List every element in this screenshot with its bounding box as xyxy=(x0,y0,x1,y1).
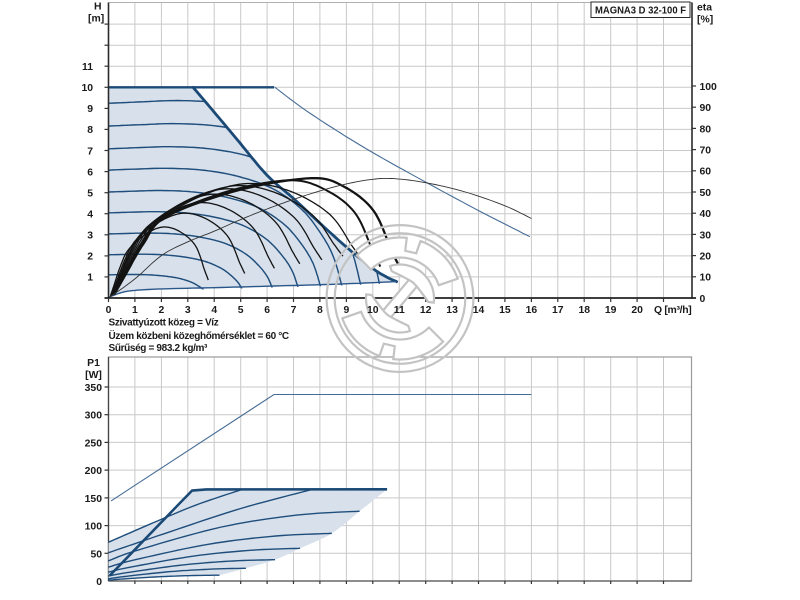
svg-text:[W]: [W] xyxy=(85,370,102,381)
svg-text:[%]: [%] xyxy=(697,15,713,26)
svg-text:8: 8 xyxy=(317,305,323,316)
svg-text:19: 19 xyxy=(605,305,617,316)
svg-text:4: 4 xyxy=(211,305,217,316)
svg-text:18: 18 xyxy=(578,305,590,316)
svg-text:13: 13 xyxy=(446,305,458,316)
svg-text:100: 100 xyxy=(85,522,103,533)
svg-text:15: 15 xyxy=(499,305,511,316)
svg-text:7: 7 xyxy=(87,146,93,157)
svg-text:6: 6 xyxy=(264,305,270,316)
svg-text:11: 11 xyxy=(82,62,93,73)
svg-text:[m]: [m] xyxy=(88,14,104,25)
svg-text:2: 2 xyxy=(158,305,164,316)
svg-text:7: 7 xyxy=(291,305,297,316)
svg-text:60: 60 xyxy=(700,167,712,178)
svg-text:0: 0 xyxy=(106,305,112,316)
svg-text:20: 20 xyxy=(700,252,712,263)
svg-text:H: H xyxy=(94,1,102,12)
svg-text:350: 350 xyxy=(85,383,103,394)
svg-text:12: 12 xyxy=(420,305,432,316)
svg-text:Szivattyúzott közeg = Víz: Szivattyúzott közeg = Víz xyxy=(109,318,219,329)
svg-text:Sűrűség = 983.2 kg/m³: Sűrűség = 983.2 kg/m³ xyxy=(109,343,209,354)
svg-text:250: 250 xyxy=(85,438,103,449)
svg-text:16: 16 xyxy=(526,305,538,316)
svg-text:10: 10 xyxy=(367,305,379,316)
svg-text:40: 40 xyxy=(700,209,712,220)
svg-text:5: 5 xyxy=(87,188,93,199)
svg-text:80: 80 xyxy=(700,124,712,135)
svg-text:9: 9 xyxy=(87,104,93,115)
svg-text:1: 1 xyxy=(87,273,93,284)
svg-text:P1: P1 xyxy=(87,358,100,369)
svg-text:20: 20 xyxy=(631,305,643,316)
svg-text:90: 90 xyxy=(700,103,712,114)
svg-text:10: 10 xyxy=(700,273,712,284)
svg-text:8: 8 xyxy=(87,125,93,136)
svg-text:5: 5 xyxy=(238,305,244,316)
svg-text:MAGNA3 D 32-100 F: MAGNA3 D 32-100 F xyxy=(595,6,686,17)
svg-text:14: 14 xyxy=(473,305,485,316)
svg-text:Üzem közbeni közeghőmérséklet: Üzem közbeni közeghőmérséklet = 60 °C xyxy=(109,329,289,342)
svg-text:9: 9 xyxy=(343,305,349,316)
svg-text:70: 70 xyxy=(700,146,712,157)
svg-text:100: 100 xyxy=(700,82,718,93)
svg-text:150: 150 xyxy=(85,494,103,505)
svg-text:0: 0 xyxy=(700,294,706,305)
svg-text:50: 50 xyxy=(90,549,102,560)
svg-text:3: 3 xyxy=(185,305,191,316)
svg-text:3: 3 xyxy=(87,231,93,242)
svg-text:Q [m³/h]: Q [m³/h] xyxy=(654,305,691,316)
svg-text:11: 11 xyxy=(394,305,405,316)
svg-text:0: 0 xyxy=(96,577,102,588)
svg-text:10: 10 xyxy=(81,83,93,94)
svg-text:200: 200 xyxy=(85,466,103,477)
svg-text:50: 50 xyxy=(700,188,712,199)
svg-text:4: 4 xyxy=(87,210,93,221)
svg-text:300: 300 xyxy=(85,411,103,422)
svg-text:2: 2 xyxy=(87,252,93,263)
svg-text:17: 17 xyxy=(552,305,564,316)
svg-text:eta: eta xyxy=(697,3,712,14)
svg-text:6: 6 xyxy=(87,167,93,178)
svg-text:30: 30 xyxy=(700,230,712,241)
svg-text:1: 1 xyxy=(132,305,138,316)
